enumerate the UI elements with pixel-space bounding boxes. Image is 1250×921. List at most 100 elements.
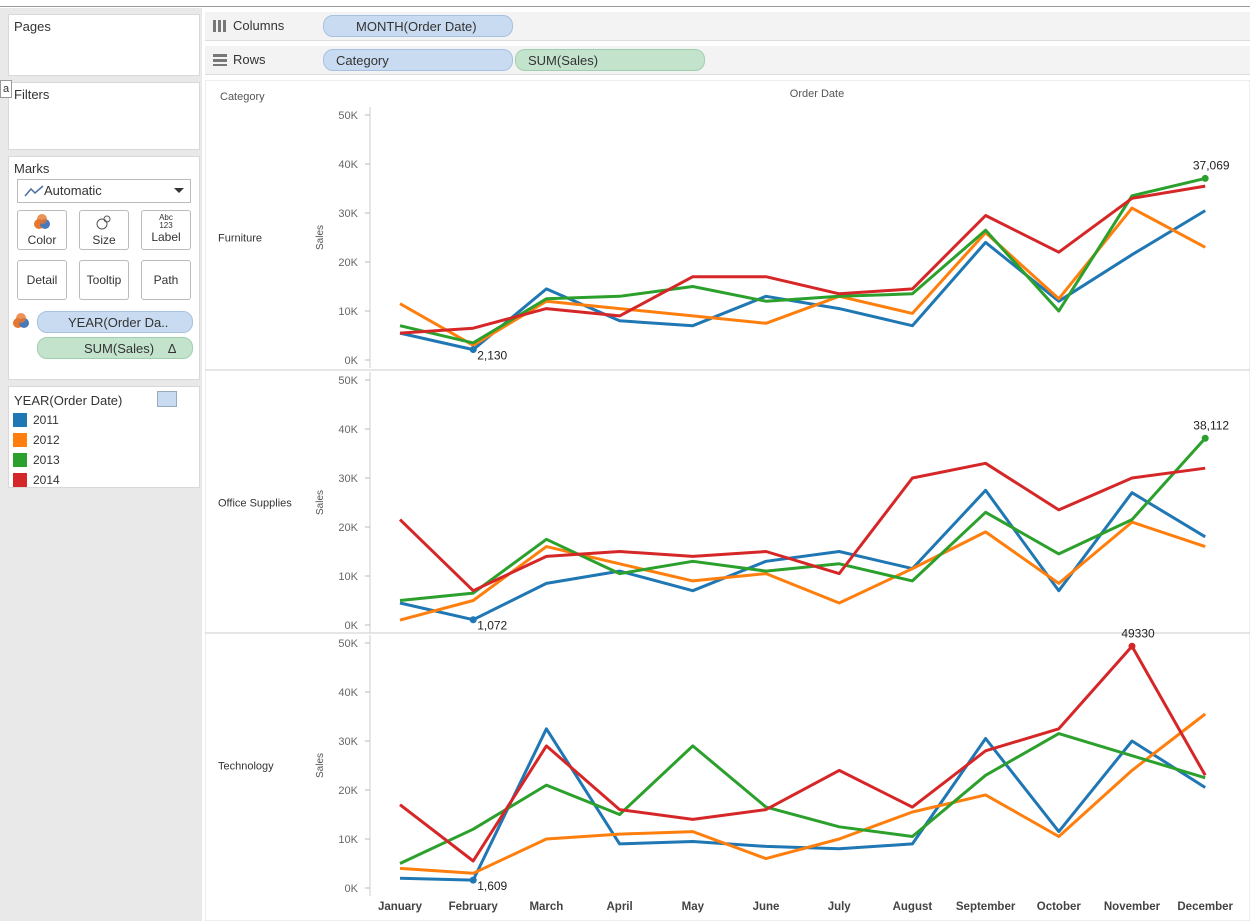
point-marker (1201, 174, 1209, 182)
data-label: 37,069 (1193, 158, 1230, 172)
pages-card: Pages (8, 14, 200, 76)
series-line (399, 520, 1206, 622)
legend-label: 2014 (33, 473, 60, 487)
legend-label: 2011 (33, 413, 59, 427)
color-field-icon (13, 313, 29, 328)
x-tick-label: October (1037, 901, 1082, 913)
column-pill[interactable]: MONTH(Order Date) (323, 15, 513, 37)
color-button[interactable]: Color (17, 210, 67, 250)
row-pill-sales[interactable]: SUM(Sales) (515, 49, 705, 71)
y-axis-title: Sales (315, 753, 326, 778)
columns-shelf: Columns MONTH(Order Date) (205, 12, 1250, 41)
point-marker (469, 616, 477, 624)
legend-entry[interactable]: 2013 (13, 451, 193, 469)
mark-type-dropdown[interactable]: Automatic (17, 179, 191, 203)
row-header: Category (220, 91, 265, 103)
rows-label: Rows (233, 52, 266, 67)
rows-icon (213, 54, 227, 66)
column-header: Order Date (790, 88, 844, 100)
x-tick-label: March (529, 901, 563, 913)
rows-shelf: Rows Category SUM(Sales) (205, 46, 1250, 75)
data-label: 38,112 (1193, 418, 1229, 432)
color-label: Color (27, 233, 57, 247)
color-icon (34, 214, 50, 229)
data-label: 2,130 (477, 349, 507, 363)
point-marker (469, 876, 477, 884)
detail-button[interactable]: Detail (17, 260, 67, 300)
x-tick-label: September (956, 901, 1016, 913)
x-tick-label: August (893, 901, 933, 913)
y-tick-label: 0K (345, 355, 359, 367)
x-tick-label: December (1177, 901, 1233, 913)
row-label: Technology (218, 761, 274, 773)
point-marker (469, 346, 477, 354)
row-label: Furniture (218, 233, 262, 245)
tooltip-button[interactable]: Tooltip (79, 260, 129, 300)
y-tick-label: 50K (338, 375, 358, 387)
columns-icon (213, 20, 226, 32)
path-button[interactable]: Path (141, 260, 191, 300)
legend-entry[interactable]: 2012 (13, 431, 193, 449)
columns-label: Columns (233, 18, 285, 33)
legend-swatch (13, 433, 27, 447)
year-field-pill[interactable]: YEAR(Order Da.. (37, 311, 193, 333)
chart-frame (205, 80, 1250, 921)
label-button[interactable]: Abc 123 Label (141, 210, 191, 250)
legend-entry[interactable]: 2014 (13, 471, 193, 489)
point-marker (1201, 434, 1209, 442)
marks-card: Marks Automatic Color Size Abc 123 Label… (8, 156, 200, 380)
data-label: 1,072 (477, 619, 507, 633)
sales-field-icon: Δ (167, 341, 177, 356)
point-marker (1128, 642, 1136, 650)
y-tick-label: 40K (338, 159, 358, 171)
filters-card: Filters (8, 82, 200, 150)
size-label: Size (92, 233, 116, 247)
x-tick-label: November (1104, 901, 1161, 913)
row-pill-category[interactable]: Category (323, 49, 513, 71)
legend-swatch (13, 413, 27, 427)
legend-entry[interactable]: 2011 (13, 411, 193, 429)
y-tick-label: 50K (338, 110, 358, 122)
mark-type: Automatic (44, 183, 102, 198)
y-axis-title: Sales (315, 225, 326, 250)
sales-field-pill[interactable]: SUM(Sales) Δ (37, 337, 193, 359)
sales-field-label: SUM(Sales) (84, 341, 155, 356)
x-tick-label: June (753, 901, 780, 913)
y-tick-label: 50K (338, 638, 358, 650)
y-tick-label: 20K (338, 257, 358, 269)
filters-title: Filters (14, 87, 50, 102)
data-label: 1,609 (477, 879, 507, 893)
dropdown-arrow (174, 188, 184, 193)
chart: Category Order Date Furniture Sales 0K 10K 2… (205, 80, 1250, 921)
y-tick-label: 20K (338, 522, 358, 534)
series-line (399, 206, 1206, 347)
x-tick-label: July (828, 901, 852, 913)
x-tick-label: May (682, 901, 705, 913)
series-line (399, 437, 1207, 602)
legend-menu[interactable] (157, 391, 177, 407)
y-tick-label: 0K (345, 883, 359, 895)
x-tick-label: February (449, 901, 499, 913)
legend-title: YEAR(Order Date) (14, 393, 123, 408)
y-tick-label: 20K (338, 785, 358, 797)
legend-swatch (13, 453, 27, 467)
series-line (399, 732, 1206, 865)
series-line (399, 184, 1206, 335)
legend-card: YEAR(Order Date) 2011 2012 2013 2014 (8, 386, 200, 488)
y-tick-label: 0K (345, 620, 359, 632)
legend-swatch (13, 473, 27, 487)
label-label: Label (151, 230, 181, 244)
legend-label: 2012 (33, 433, 60, 447)
label-icon-123: 123 (159, 221, 173, 230)
tooltip-fragment: a (0, 80, 12, 98)
marks-title: Marks (14, 161, 50, 176)
y-tick-label: 30K (338, 208, 358, 220)
top-bar (0, 0, 1250, 7)
x-tick-label: January (378, 901, 423, 913)
series-line (399, 712, 1207, 875)
size-button[interactable]: Size (79, 210, 129, 250)
series-line (398, 461, 1206, 593)
y-tick-label: 10K (338, 306, 358, 318)
series-line (399, 644, 1207, 863)
